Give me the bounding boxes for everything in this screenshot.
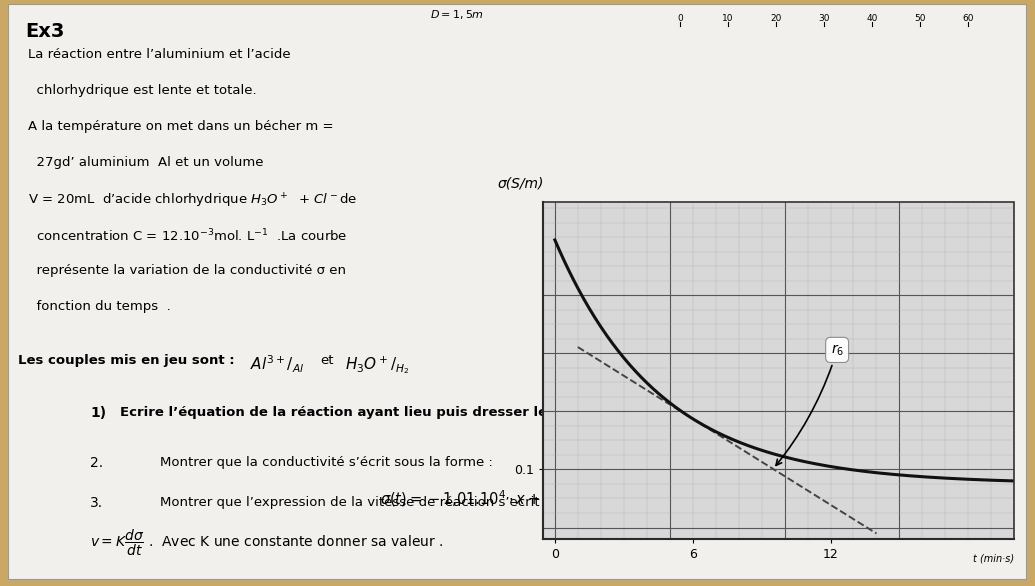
Text: 27gd’ aluminium  Al et un volume: 27gd’ aluminium Al et un volume — [28, 156, 264, 169]
Text: Les couples mis en jeu sont :: Les couples mis en jeu sont : — [18, 354, 235, 367]
Text: 3.: 3. — [90, 496, 104, 510]
Text: A la température on met dans un bécher m =: A la température on met dans un bécher m… — [28, 120, 333, 133]
Text: 30: 30 — [819, 14, 830, 23]
Text: 20: 20 — [770, 14, 781, 23]
Text: σ(S/m): σ(S/m) — [498, 176, 543, 190]
Text: 40: 40 — [866, 14, 878, 23]
Text: $r_6$: $r_6$ — [776, 342, 844, 465]
Text: Ecrire l’équation de la réaction ayant lieu puis dresser le tableau d’avancement: Ecrire l’équation de la réaction ayant l… — [120, 406, 719, 419]
Text: chlorhydrique est lente et totale.: chlorhydrique est lente et totale. — [28, 84, 257, 97]
Text: $v = K\dfrac{d\sigma}{dt}$ .  Avec K une constante donner sa valeur .: $v = K\dfrac{d\sigma}{dt}$ . Avec K une … — [90, 528, 443, 558]
Text: Montrer que l’expression de la vitesse de réaction s’ecrit sous la forme :: Montrer que l’expression de la vitesse d… — [160, 496, 643, 509]
Text: Montrer que la conductivité s’écrit sous la forme :: Montrer que la conductivité s’écrit sous… — [160, 456, 493, 469]
Text: $D = 1,5m$: $D = 1,5m$ — [430, 8, 483, 21]
Text: fonction du temps  .: fonction du temps . — [28, 300, 171, 313]
Text: $\sigma(t) = -1{,}01.10^4 \cdot x + 0.511$: $\sigma(t) = -1{,}01.10^4 \cdot x + 0.51… — [380, 488, 585, 509]
Text: 10: 10 — [722, 14, 734, 23]
Text: La réaction entre l’aluminium et l’acide: La réaction entre l’aluminium et l’acide — [28, 48, 291, 61]
Text: et: et — [320, 354, 333, 367]
Text: V = 20mL  d’acide chlorhydrique $H_3O^+$  + $Cl^-$de: V = 20mL d’acide chlorhydrique $H_3O^+$ … — [28, 192, 357, 210]
Text: Ex3: Ex3 — [25, 22, 64, 41]
Text: concentration C = 12.10$^{-3}$mol. L$^{-1}$  .La courbe: concentration C = 12.10$^{-3}$mol. L$^{-… — [28, 228, 348, 244]
Text: $Al^{3+}$/$_{Al}$: $Al^{3+}$/$_{Al}$ — [250, 354, 304, 376]
Text: 1): 1) — [90, 406, 107, 420]
Text: représente la variation de la conductivité σ en: représente la variation de la conductivi… — [28, 264, 346, 277]
Text: 2.: 2. — [90, 456, 104, 470]
Text: 50: 50 — [914, 14, 925, 23]
Text: 60: 60 — [963, 14, 974, 23]
Text: 0: 0 — [677, 14, 683, 23]
Text: $H_3O^+$/$_{H_2}$: $H_3O^+$/$_{H_2}$ — [345, 354, 410, 376]
Text: t (min·s): t (min·s) — [973, 554, 1014, 564]
